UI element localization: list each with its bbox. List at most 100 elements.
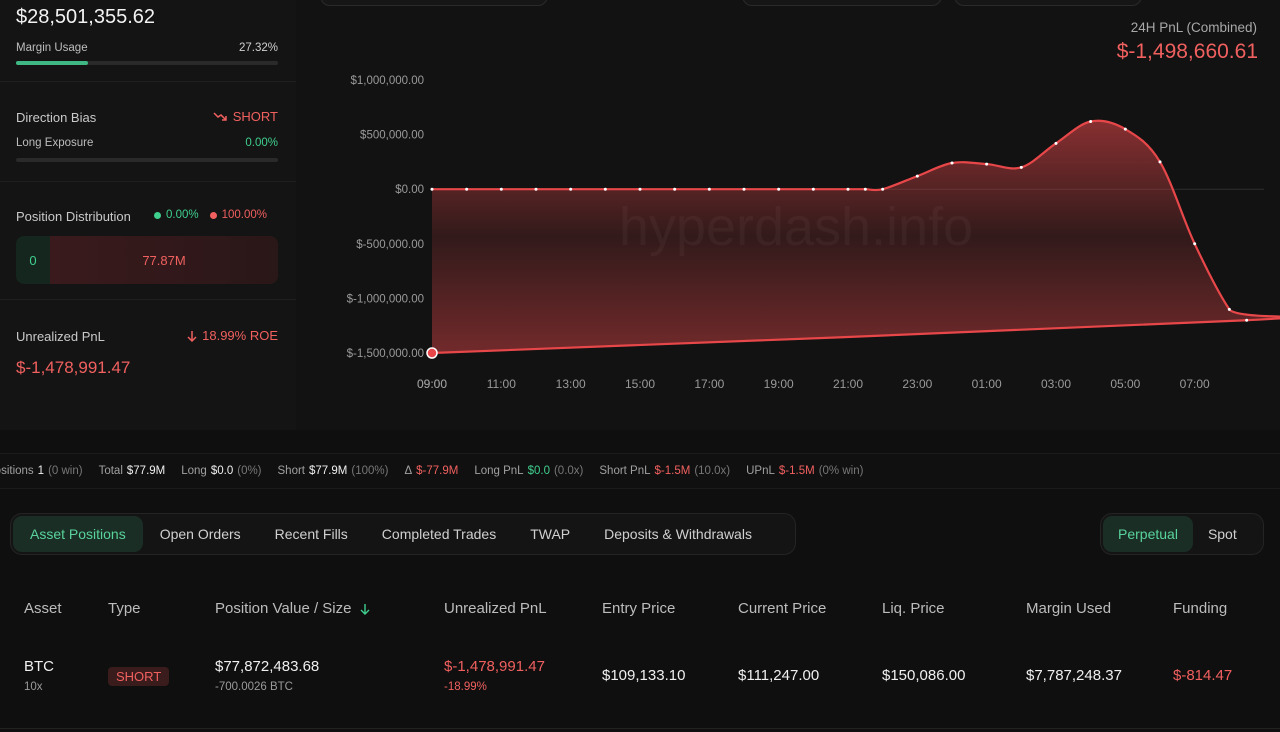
y-tick-label: $-500,000.00: [356, 239, 424, 251]
stat-total-label: Total: [98, 465, 123, 477]
entry-price: $109,133.10: [602, 667, 686, 684]
pnl-data-point: [1245, 318, 1249, 322]
margin-usage-fill: [16, 61, 88, 65]
x-tick-label: 09:00: [417, 377, 447, 391]
stat-short-pnl-label: Short PnL: [599, 465, 651, 477]
stat-long-value: $0.0: [210, 465, 234, 477]
positions-tabs: Asset Positions Open Orders Recent Fills…: [10, 513, 796, 555]
unrealized-pnl-value: $-1,478,991.47: [16, 358, 131, 377]
header-funding[interactable]: Funding: [1173, 600, 1228, 617]
tab-spot[interactable]: Spot: [1207, 526, 1237, 542]
stat-short-pnl-mult: (10.0x): [694, 465, 731, 477]
pnl-data-point: [430, 187, 434, 191]
pnl-chart-panel: 24H PnL (Combined) $-1,498,660.61 hyperd…: [296, 0, 1280, 430]
pnl-header-label: 24H PnL (Combined): [1130, 20, 1257, 35]
stat-positions-value: 1: [37, 465, 45, 477]
pnl-data-point: [1193, 242, 1197, 246]
tab-perpetual[interactable]: Perpetual: [1103, 516, 1193, 552]
tab-open-orders[interactable]: Open Orders: [159, 526, 241, 542]
roe-text: 18.99% ROE: [202, 328, 278, 343]
pnl-last-point: [426, 347, 438, 359]
stat-delta-value: $-77.9M: [416, 465, 459, 477]
stat-short-value: $77.9M: [309, 465, 348, 477]
sort-arrow-down-icon: [360, 603, 370, 615]
position-type-badge: SHORT: [108, 667, 170, 686]
liq-price: $150,086.00: [882, 667, 966, 684]
position-distribution-label: Position Distribution: [16, 209, 131, 224]
long-segment: 0: [16, 236, 50, 284]
long-exposure-value: 0.00%: [245, 137, 278, 149]
stat-upnl-label: UPnL: [746, 465, 775, 477]
pnl-data-point: [465, 187, 469, 191]
header-position-value[interactable]: Position Value / Size: [215, 600, 370, 617]
pnl-data-point: [846, 187, 850, 191]
x-tick-label: 07:00: [1180, 377, 1210, 391]
unrealized-section: Unrealized PnL 18.99% ROE $-1,478,991.47: [0, 300, 296, 430]
stat-long: Long $0.0 (0%): [181, 465, 261, 477]
market-toggle: Perpetual Spot: [1100, 513, 1264, 555]
stat-long-pnl-label: Long PnL: [474, 465, 524, 477]
table-row[interactable]: BTC 10x SHORT $77,872,483.68 -700.0026 B…: [0, 652, 1280, 702]
pnl-data-point: [534, 187, 538, 191]
current-price: $111,247.00: [738, 667, 820, 684]
distribution-bar: 0 77.87M: [16, 236, 278, 284]
pnl-data-point: [1054, 141, 1058, 145]
stat-short-pnl: Short PnL $-1.5M (10.0x): [599, 465, 730, 477]
trend-down-icon: [213, 111, 227, 121]
header-entry-price[interactable]: Entry Price: [602, 600, 676, 617]
header-asset[interactable]: Asset: [24, 600, 62, 617]
direction-bias-text: SHORT: [232, 109, 278, 124]
pnl-data-point: [707, 187, 711, 191]
short-dot-icon: [209, 211, 217, 219]
tab-asset-positions[interactable]: Asset Positions: [13, 516, 143, 552]
y-tick-label: $1,000,000.00: [350, 75, 424, 87]
stat-long-label: Long: [181, 465, 207, 477]
margin-usage-bar: [16, 61, 278, 65]
direction-bias-value: SHORT: [213, 109, 278, 124]
pnl-data-point: [1158, 160, 1162, 164]
tab-twap[interactable]: TWAP: [530, 526, 571, 542]
equity-section: $28,501,355.62 Margin Usage 27.32%: [0, 0, 296, 82]
x-tick-label: 13:00: [556, 377, 586, 391]
pnl-data-point: [603, 187, 607, 191]
x-tick-label: 19:00: [764, 377, 794, 391]
tab-deposits-withdrawals[interactable]: Deposits & Withdrawals: [604, 526, 752, 542]
stat-short-label: Short: [277, 465, 306, 477]
direction-section: Direction Bias SHORT Long Exposure 0.00%: [0, 82, 296, 182]
margin-usage-label: Margin Usage: [16, 42, 88, 54]
pnl-data-point: [881, 187, 885, 191]
header-unrealized-pnl[interactable]: Unrealized PnL: [444, 600, 547, 617]
pnl-data-point: [863, 187, 867, 191]
roe-value: 18.99% ROE: [187, 328, 278, 343]
pnl-data-point: [1227, 307, 1231, 311]
x-tick-label: 05:00: [1110, 377, 1140, 391]
pnl-data-point: [950, 161, 954, 165]
stat-upnl: UPnL $-1.5M (0% win): [746, 465, 863, 477]
x-tick-label: 17:00: [694, 377, 724, 391]
header-current-price[interactable]: Current Price: [738, 600, 827, 617]
x-tick-label: 11:00: [487, 377, 516, 391]
long-exposure-label: Long Exposure: [16, 137, 94, 149]
stat-upnl-value: $-1.5M: [778, 465, 815, 477]
x-tick-label: 21:00: [833, 377, 863, 391]
pnl-data-point: [499, 187, 503, 191]
stat-long-pct: (0%): [237, 465, 262, 477]
pnl-data-point: [915, 174, 919, 178]
header-liq-price[interactable]: Liq. Price: [882, 600, 945, 617]
tab-recent-fills[interactable]: Recent Fills: [274, 526, 348, 542]
pnl-area-fill: [432, 120, 1280, 353]
long-exposure-bar: [16, 158, 278, 162]
stat-upnl-win: (0% win): [818, 465, 864, 477]
account-equity: $28,501,355.62: [16, 6, 156, 28]
row-unrealized-pnl-pct: -18.99%: [444, 681, 487, 693]
header-type[interactable]: Type: [108, 600, 141, 617]
y-tick-label: $500,000.00: [360, 130, 424, 142]
header-position-value-label: Position Value / Size: [215, 600, 352, 617]
stat-total-value: $77.9M: [126, 465, 166, 477]
y-tick-label: $0.00: [395, 184, 424, 196]
tab-completed-trades[interactable]: Completed Trades: [381, 526, 497, 542]
x-tick-label: 23:00: [902, 377, 932, 391]
stat-short: Short $77.9M (100%): [278, 465, 389, 477]
header-margin-used[interactable]: Margin Used: [1026, 600, 1112, 617]
margin-usage-value: 27.32%: [238, 42, 278, 54]
